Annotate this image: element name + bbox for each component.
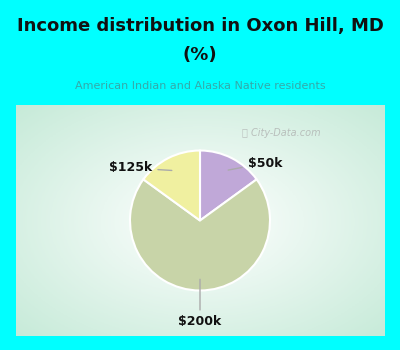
Text: $50k: $50k <box>228 156 282 170</box>
Text: (%): (%) <box>183 46 217 64</box>
Wedge shape <box>200 150 257 220</box>
Wedge shape <box>130 179 270 290</box>
Text: $125k: $125k <box>109 161 172 175</box>
Text: American Indian and Alaska Native residents: American Indian and Alaska Native reside… <box>75 81 325 91</box>
Wedge shape <box>143 150 200 220</box>
Text: $200k: $200k <box>178 279 222 329</box>
Text: ⓘ City-Data.com: ⓘ City-Data.com <box>242 128 320 138</box>
Text: Income distribution in Oxon Hill, MD: Income distribution in Oxon Hill, MD <box>16 17 384 35</box>
